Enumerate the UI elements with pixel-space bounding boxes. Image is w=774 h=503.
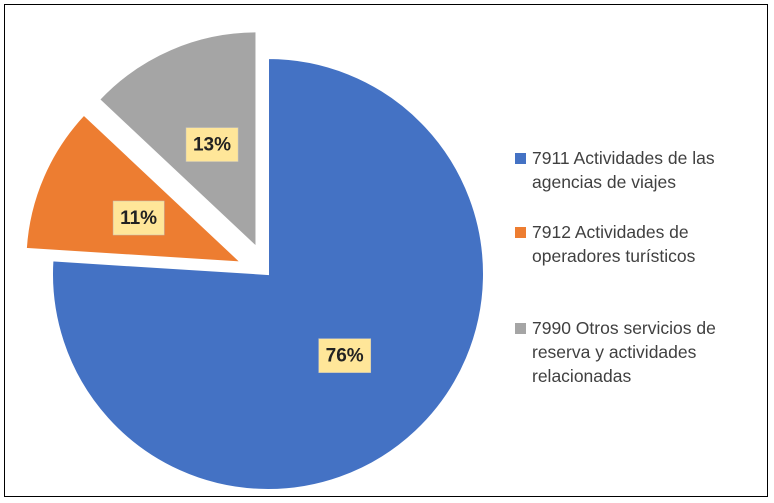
- data-label-box: [318, 338, 372, 373]
- legend-swatch: [515, 227, 526, 238]
- pie-slice: [97, 30, 258, 250]
- legend-swatch: [515, 153, 526, 164]
- legend-label: 7990 Otros servicios de reserva y activi…: [532, 318, 716, 386]
- pie-slice: [24, 113, 245, 264]
- data-label: 76%: [326, 346, 364, 367]
- legend-label: 7912 Actividades de operadores turístico…: [532, 222, 696, 266]
- pie-slice: [51, 56, 485, 491]
- data-label-group: 13%: [185, 127, 239, 162]
- data-label-box: [185, 127, 239, 162]
- data-label-box: [112, 200, 165, 236]
- data-label: 13%: [193, 135, 231, 156]
- legend-label: 7911 Actividades de las agencias de viaj…: [532, 148, 715, 192]
- chart-border: [4, 4, 768, 497]
- data-label: 11%: [120, 208, 157, 229]
- data-label-group: 11%: [112, 200, 165, 236]
- data-label-group: 76%: [318, 338, 372, 373]
- legend-swatch: [515, 323, 526, 334]
